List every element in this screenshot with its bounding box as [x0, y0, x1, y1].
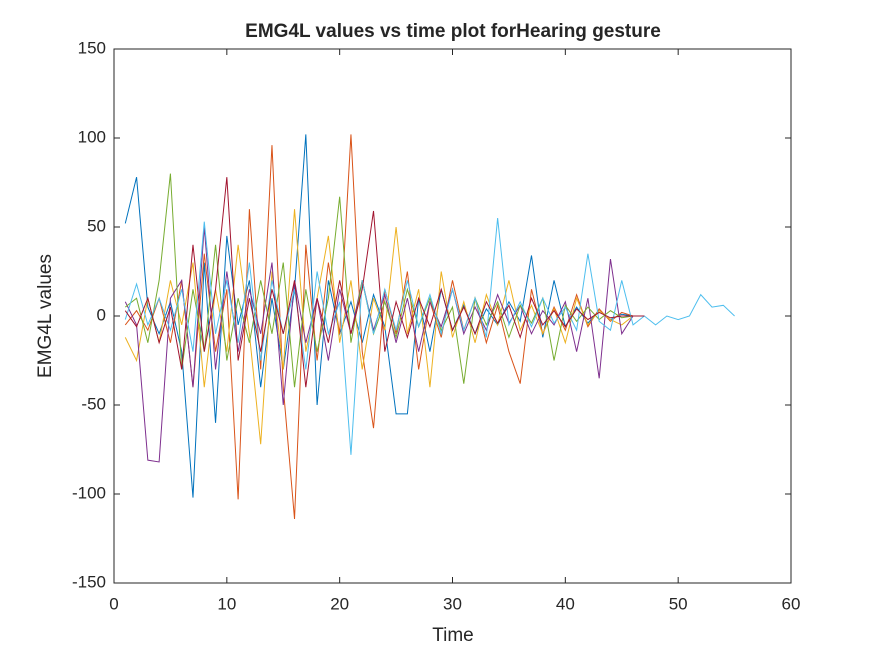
x-tick-label: 20	[330, 594, 349, 613]
x-tick-label: 0	[109, 594, 118, 613]
y-axis-label: EMG4L values	[35, 254, 56, 378]
y-tick-label: 0	[97, 305, 106, 324]
x-tick-label: 30	[443, 594, 462, 613]
x-tick-label: 50	[669, 594, 688, 613]
y-tick-label: 100	[78, 127, 106, 146]
data-line	[124, 218, 735, 455]
x-axis-label: Time	[432, 625, 474, 646]
y-tick-label: -150	[72, 572, 106, 591]
y-tick-label: 50	[87, 216, 106, 235]
y-tick-label: -50	[81, 394, 106, 413]
y-tick-label: 150	[78, 38, 106, 57]
x-tick-label: 60	[782, 594, 801, 613]
chart-title: EMG4L values vs time plot forHearing ges…	[245, 21, 661, 42]
data-line	[124, 177, 645, 388]
data-line	[124, 173, 645, 388]
x-tick-label: 40	[556, 594, 575, 613]
y-tick-label: -100	[72, 483, 106, 502]
x-tick-label: 10	[217, 594, 236, 613]
